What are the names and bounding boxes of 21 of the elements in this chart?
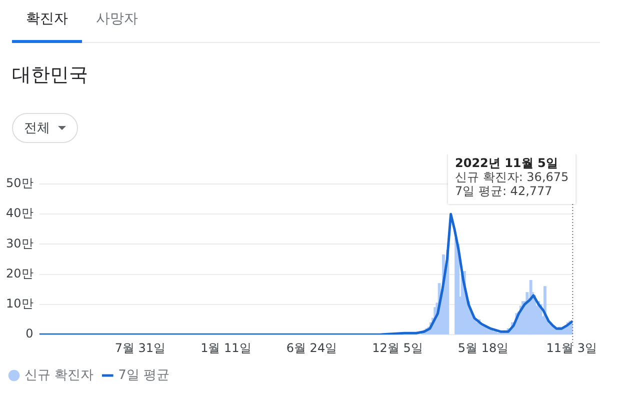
chart-title: 대한민국 bbox=[12, 63, 88, 88]
annotation: 7일 평균: 42,777 bbox=[455, 184, 552, 198]
x-tick-label: 7월 31일 bbox=[114, 340, 166, 355]
x-tick-label: 12월 5일 bbox=[372, 340, 423, 355]
y-tick-label: 10만 bbox=[6, 296, 34, 311]
legend-label: 7일 평균 bbox=[118, 368, 170, 383]
y-tick-label: 50만 bbox=[6, 176, 34, 190]
text: 사망자 bbox=[95, 10, 139, 29]
y-tick-label: 20만 bbox=[6, 266, 34, 280]
x-tick-label: 1월 11일 bbox=[200, 340, 252, 355]
y-tick-label: 30만 bbox=[6, 236, 34, 250]
text: 확진자 bbox=[25, 10, 69, 29]
x-tick-label: 6월 24일 bbox=[286, 340, 338, 355]
x-tick-label: 11월 3일 bbox=[546, 340, 597, 355]
annotation: 신규 확진자: 36,675 bbox=[455, 170, 569, 184]
x-tick-label: 5월 18일 bbox=[458, 340, 509, 355]
text: 전체 bbox=[24, 120, 50, 137]
y-tick-label: 0 bbox=[26, 326, 34, 341]
y-tick-label: 40만 bbox=[6, 206, 34, 220]
legend-label: 신규 확진자 bbox=[24, 368, 94, 383]
text: 2022년 11월 5일 bbox=[455, 156, 558, 170]
